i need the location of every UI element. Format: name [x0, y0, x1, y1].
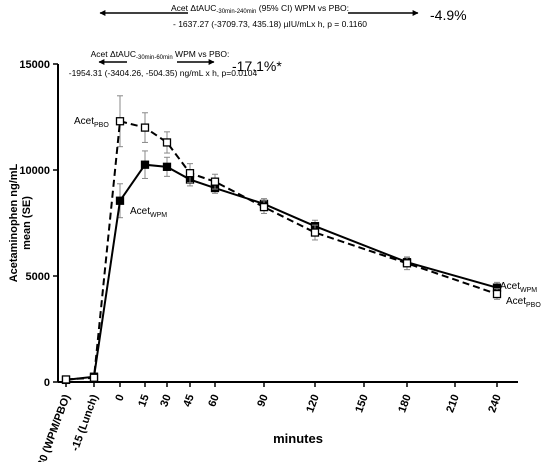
x-tick-label: 240	[486, 393, 504, 414]
label-pbo-end: AcetPBO	[506, 296, 541, 309]
annotation-title-part: WPM vs PBO:	[173, 49, 230, 59]
series-label-sub: PBO	[94, 122, 109, 129]
y-tick-label: 10000	[19, 165, 50, 177]
annotation-title-part: Acet ΔtAUC	[91, 49, 136, 59]
data-point	[162, 162, 172, 171]
data-point	[492, 289, 502, 299]
label-wpm-peak: AcetWPM	[130, 206, 167, 219]
y-axis-title-line: Acetaminophen ng/mL	[8, 163, 20, 282]
x-tick-label: 0	[113, 393, 126, 403]
data-point	[140, 160, 150, 169]
series-label-main: Acet	[130, 206, 150, 217]
annotation-title-part: (95% CI) WPM vs PBO:	[256, 3, 349, 13]
data-point	[89, 373, 99, 382]
y-tick-label: 5000	[26, 271, 50, 283]
x-tick-label: 180	[396, 393, 414, 414]
series-label-sub: WPM	[150, 212, 167, 219]
x-tick-label: 150	[353, 393, 371, 414]
series-label-sub: PBO	[526, 302, 541, 309]
label-pbo-peak: AcetPBO	[74, 116, 109, 129]
series-label-sub: WPM	[520, 287, 537, 294]
series-label-main: Acet	[506, 296, 526, 307]
data-point	[259, 202, 269, 212]
annotations: Acet ΔtAUC-30min-240min (95% CI) WPM vs …	[69, 3, 467, 78]
data-point	[61, 375, 71, 384]
x-tick-label: -30 (WPM/PBO)	[34, 393, 73, 462]
data-point	[162, 138, 172, 147]
annotation-1-percent: -4.9%	[430, 7, 467, 23]
data-point	[140, 123, 150, 132]
x-tick-label: 120	[304, 393, 322, 414]
y-axis-title: Acetaminophen ng/mLmean (SE)	[8, 163, 33, 282]
y-tick-label: 15000	[19, 59, 50, 71]
data-point	[402, 259, 412, 268]
series-label-main: Acet	[74, 116, 94, 127]
x-tick-label: 210	[444, 393, 462, 414]
label-wpm-end: AcetWPM	[500, 281, 537, 294]
x-tick-label: 45	[181, 393, 196, 409]
x-tick-label: -15 (Lunch)	[69, 393, 101, 453]
series-line	[65, 119, 498, 381]
y-axis-title-line: mean (SE)	[21, 196, 33, 250]
data-point	[115, 117, 125, 126]
annotation-2-percent: -17.1%*	[232, 58, 282, 74]
annotation-1-title: Acet ΔtAUC-30min-240min (95% CI) WPM vs …	[171, 3, 349, 15]
x-tick-label: 60	[206, 393, 221, 409]
data-point	[210, 177, 220, 186]
annotation-title-part: -30min-240min	[216, 9, 256, 15]
data-point	[310, 228, 320, 237]
annotation-2-title: Acet ΔtAUC-30min-60min WPM vs PBO:	[91, 49, 230, 61]
data-point	[185, 169, 195, 178]
annotation-2-stat: -1954.31 (-3404.26, -504.35) ng/mL x h, …	[69, 68, 258, 78]
series-pbo	[61, 95, 502, 384]
x-tick-label: 30	[158, 393, 173, 409]
series-label-main: Acet	[500, 281, 520, 292]
annotation-title-part: Acet ΔtAUC	[171, 3, 216, 13]
series-wpm	[61, 150, 502, 385]
x-tick-label: 15	[136, 393, 151, 409]
x-tick-label: 90	[255, 393, 270, 409]
x-axis-title: minutes	[273, 431, 323, 446]
y-tick-label: 0	[44, 377, 50, 389]
data-point	[115, 196, 125, 205]
annotation-1-stat: - 1637.27 (-3709.73, 435.18) µIU/mLx h, …	[173, 19, 367, 29]
annotation-title-part: -30min-60min	[136, 55, 173, 61]
